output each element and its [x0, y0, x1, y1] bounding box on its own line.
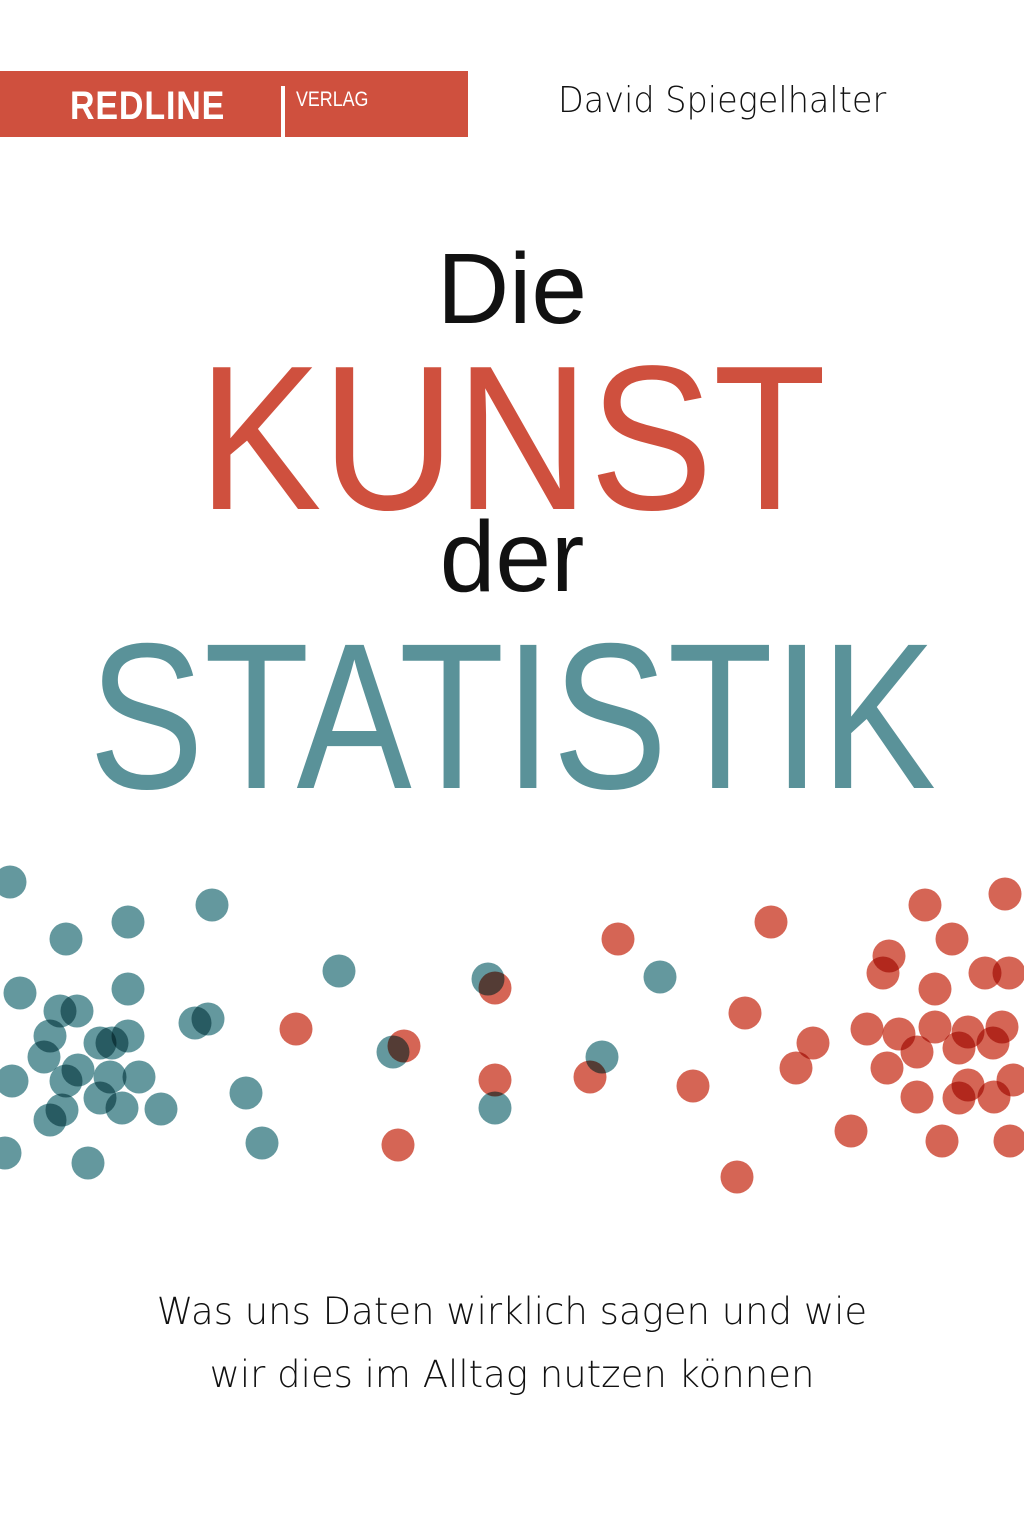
red-dot — [942, 1031, 976, 1065]
teal-dot — [105, 1091, 139, 1125]
publisher-imprint: VERLAG — [296, 88, 369, 111]
teal-dot — [0, 865, 27, 899]
red-dot — [870, 1051, 904, 1085]
red-dot — [728, 996, 762, 1030]
teal-dot — [71, 1146, 105, 1180]
red-dot — [992, 956, 1024, 990]
title-die: Die — [436, 233, 588, 345]
teal-dot — [229, 1076, 263, 1110]
red-dot — [866, 956, 900, 990]
red-dot — [918, 972, 952, 1006]
red-dot — [908, 888, 942, 922]
red-dot — [918, 1010, 952, 1044]
teal-dot — [27, 1040, 61, 1074]
title-der: der — [439, 501, 585, 613]
publisher-logo: REDLINE — [70, 84, 226, 128]
red-dot — [900, 1080, 934, 1114]
red-dot — [925, 1124, 959, 1158]
teal-dot — [0, 1064, 29, 1098]
red-dot — [279, 1012, 313, 1046]
red-dot — [993, 1124, 1024, 1158]
red-dot — [900, 1035, 934, 1069]
red-dot — [977, 1080, 1011, 1114]
red-dot — [942, 1081, 976, 1115]
publisher-banner — [0, 71, 468, 137]
subtitle-line-1: Was uns Daten wirklich sagen und wie — [156, 1290, 868, 1333]
subtitle-line-2: wir dies im Alltag nutzen können — [209, 1353, 815, 1396]
teal-dot — [49, 922, 83, 956]
red-dot — [850, 1012, 884, 1046]
red-dot — [834, 1114, 868, 1148]
red-dot — [478, 971, 512, 1005]
red-dot — [720, 1160, 754, 1194]
teal-dot — [643, 960, 677, 994]
teal-dot — [191, 1002, 225, 1036]
red-dot — [754, 905, 788, 939]
red-dot — [779, 1051, 813, 1085]
red-dot — [935, 922, 969, 956]
red-dot — [796, 1026, 830, 1060]
red-dot — [976, 1026, 1010, 1060]
red-dot — [478, 1063, 512, 1097]
red-dot — [381, 1128, 415, 1162]
title-kunst: KUNST — [197, 323, 827, 553]
red-dot — [968, 956, 1002, 990]
teal-dot — [33, 1103, 67, 1137]
teal-dot — [111, 905, 145, 939]
teal-dot — [0, 1136, 22, 1170]
teal-dot — [111, 972, 145, 1006]
red-dot — [573, 1060, 607, 1094]
teal-dot — [122, 1060, 156, 1094]
title-statistik: STATISTIK — [88, 601, 936, 833]
teal-dot — [49, 1064, 83, 1098]
teal-dot — [195, 888, 229, 922]
red-dot — [988, 877, 1022, 911]
red-dot — [387, 1029, 421, 1063]
teal-dot — [245, 1126, 279, 1160]
red-dot — [676, 1069, 710, 1103]
teal-dot — [144, 1092, 178, 1126]
author-name: David Spiegelhalter — [558, 80, 887, 121]
teal-dot — [111, 1019, 145, 1053]
teal-dot — [60, 994, 94, 1028]
teal-dot — [478, 1091, 512, 1125]
red-dot — [601, 922, 635, 956]
teal-dot — [3, 976, 37, 1010]
logo-divider — [281, 86, 285, 137]
teal-dot — [322, 954, 356, 988]
